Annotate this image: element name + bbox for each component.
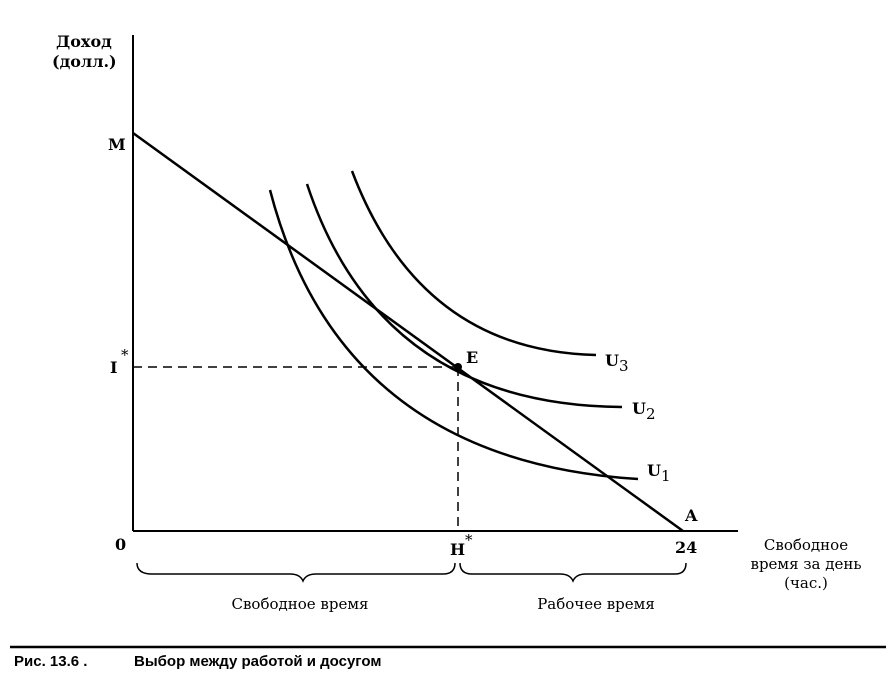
figure-number: Рис. 13.6 . [14,653,87,670]
point-label-h-star: * [465,531,473,549]
x-axis-label-line2: время за день [751,555,862,573]
x-axis-label-line1: Свободное [764,536,848,554]
indifference-curve-u3 [350,170,597,357]
point-label-income-star: * [121,346,129,364]
figure-title: Выбор между работой и досугом [134,653,381,670]
budget-line [132,131,684,533]
point-label-income: I [110,358,117,377]
curve-label-u1: U [647,461,661,480]
y-axis-label-line2: (долл.) [52,52,117,71]
brace-label-leisure: Свободное время [232,595,369,613]
indifference-curve-u2 [305,183,623,409]
brace-leisure [136,562,456,583]
point-label-a: A [684,506,698,525]
x-axis-label-line3: (час.) [784,574,828,592]
point-label-e: E [466,348,478,367]
curve-label-u3: U [605,351,619,370]
curve-label-u2-sub: 2 [646,405,656,423]
point-label-m: M [108,135,126,154]
y-axis-label-line1: Доход [56,32,112,51]
brace-label-work: Рабочее время [537,595,655,613]
curve-label-u2: U [632,399,646,418]
curve-label-u3-sub: 3 [619,357,629,375]
brace-work [459,562,687,583]
equilibrium-point [454,363,462,371]
curve-label-u1-sub: 1 [661,467,671,485]
point-label-zero: 0 [115,535,126,554]
point-label-h: H [450,540,465,559]
indifference-curve-u1 [268,189,639,481]
point-label-24: 24 [675,538,697,557]
